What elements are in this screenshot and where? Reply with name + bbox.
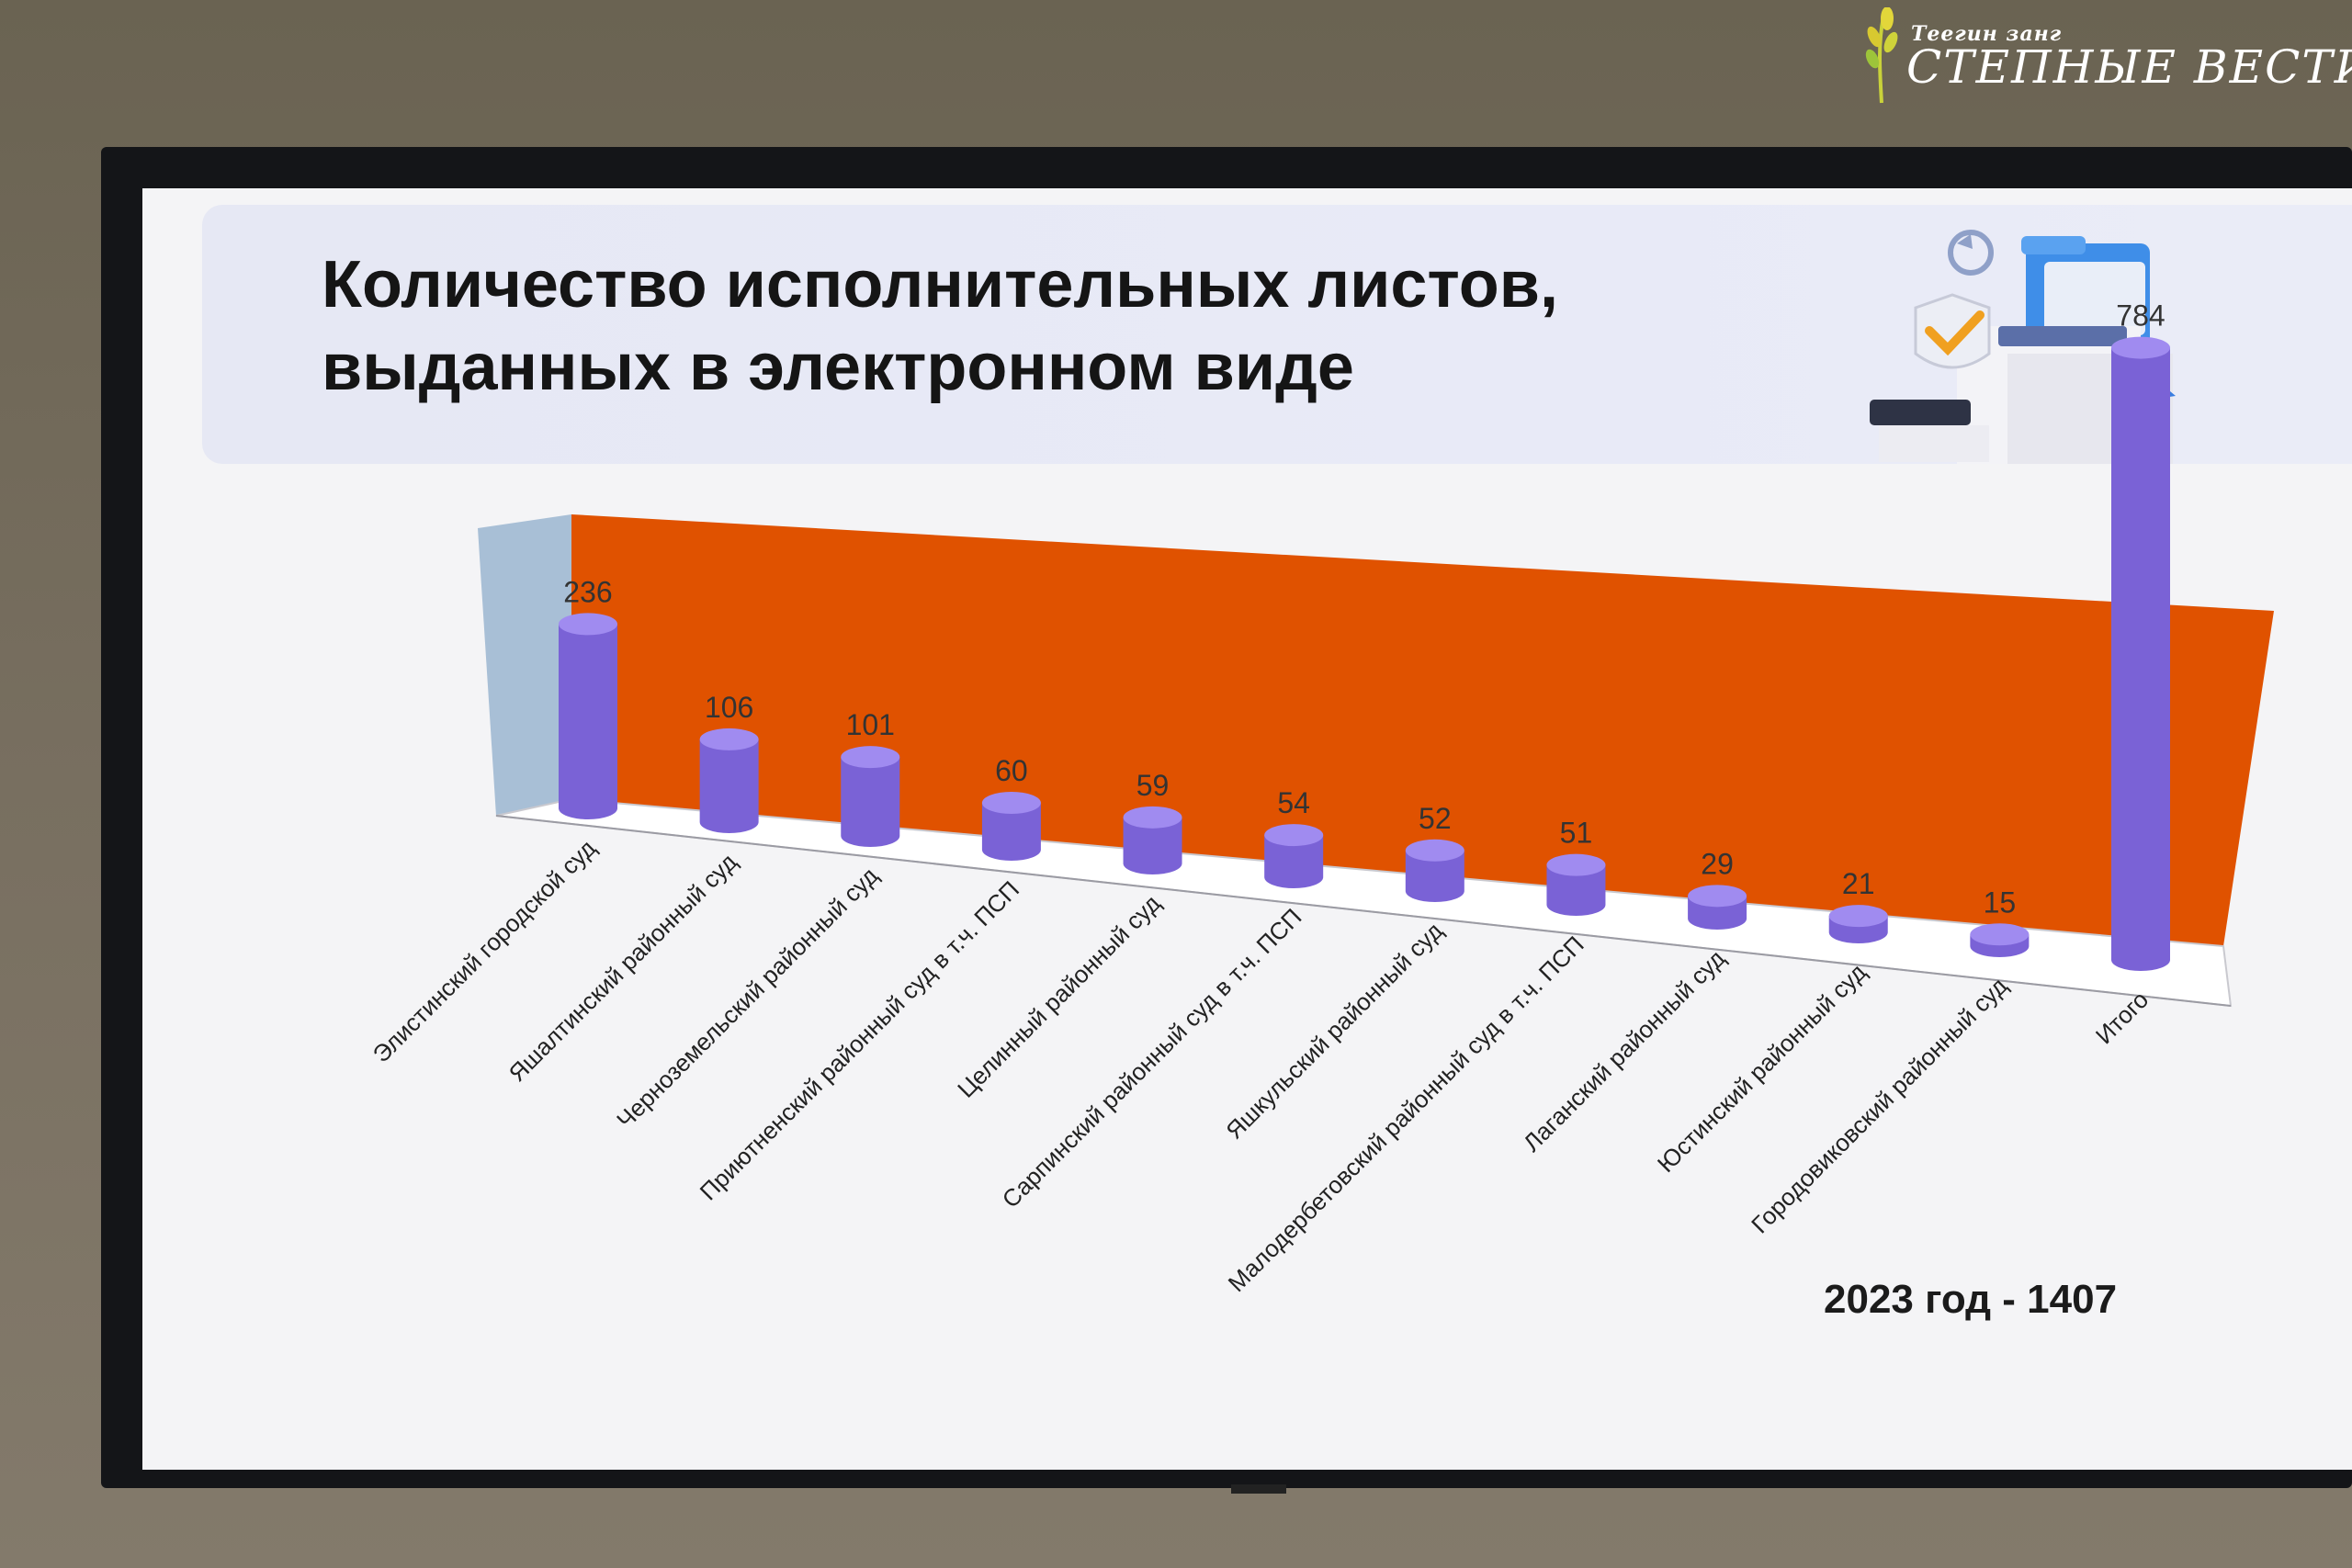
slide-title: Количество исполнительных листов, выданн… [322, 243, 1975, 409]
bar-11 [2111, 347, 2170, 972]
watermark-logo: Теегин занг СТЕПНЫЕ ВЕСТИ [1856, 7, 2352, 108]
bar-top-10 [1970, 923, 2030, 946]
data-label-9: 21 [1842, 867, 1875, 900]
bar-top-2 [841, 746, 900, 769]
chart-side-wall [478, 514, 571, 816]
data-label-3: 60 [995, 754, 1028, 787]
data-label-0: 236 [563, 575, 612, 608]
bar-2 [841, 757, 900, 847]
data-label-2: 101 [846, 708, 895, 741]
tv-stand [1231, 1484, 1286, 1494]
total-note: 2023 год - 1407 [1824, 1277, 2118, 1322]
category-label-10: Городовиковский районный суд [1746, 972, 2012, 1238]
wheat-icon [1865, 7, 1898, 104]
bar-top-7 [1546, 853, 1606, 876]
category-label-7: Малодербетовский районный суд в т.ч. ПСП [1223, 931, 1589, 1297]
bar-top-1 [699, 728, 759, 750]
bar-top-6 [1405, 839, 1464, 862]
title-line-1: Количество исполнительных листов, [322, 248, 1559, 321]
bar-top-9 [1828, 905, 1888, 928]
data-label-1: 106 [705, 691, 753, 724]
title-line-2: выданных в электронном виде [322, 331, 1354, 404]
watermark-top-text: Теегин занг [1911, 22, 2063, 46]
chart-floor-edge [495, 815, 2232, 1007]
data-label-4: 59 [1136, 769, 1170, 802]
bar-1 [699, 739, 759, 833]
category-label-5: Сарпинский районный суд в т.ч. ПСП [997, 903, 1307, 1213]
bar-5 [1264, 835, 1324, 888]
bar-0 [559, 624, 617, 819]
data-label-11: 784 [2116, 299, 2165, 333]
bar-top-11 [2111, 336, 2170, 359]
bar-7 [1546, 864, 1606, 916]
bar-top-0 [559, 613, 617, 636]
bar-4 [1123, 817, 1182, 874]
bar-3 [981, 803, 1041, 861]
data-label-6: 52 [1419, 802, 1452, 835]
bar-top-3 [981, 792, 1041, 814]
data-label-8: 29 [1701, 847, 1734, 880]
category-label-2: Черноземельский районный суд [611, 862, 883, 1134]
bar-top-5 [1264, 824, 1324, 847]
data-label-10: 15 [1984, 886, 2017, 919]
bar-top-4 [1123, 806, 1182, 829]
bar-top-8 [1688, 885, 1747, 908]
category-label-3: Приютненский районный суд в т.ч. ПСП [695, 875, 1024, 1205]
data-label-5: 54 [1277, 786, 1310, 819]
bar-6 [1405, 850, 1464, 902]
watermark-main-text: СТЕПНЫЕ ВЕСТИ [1906, 40, 2352, 94]
data-label-7: 51 [1560, 817, 1593, 850]
